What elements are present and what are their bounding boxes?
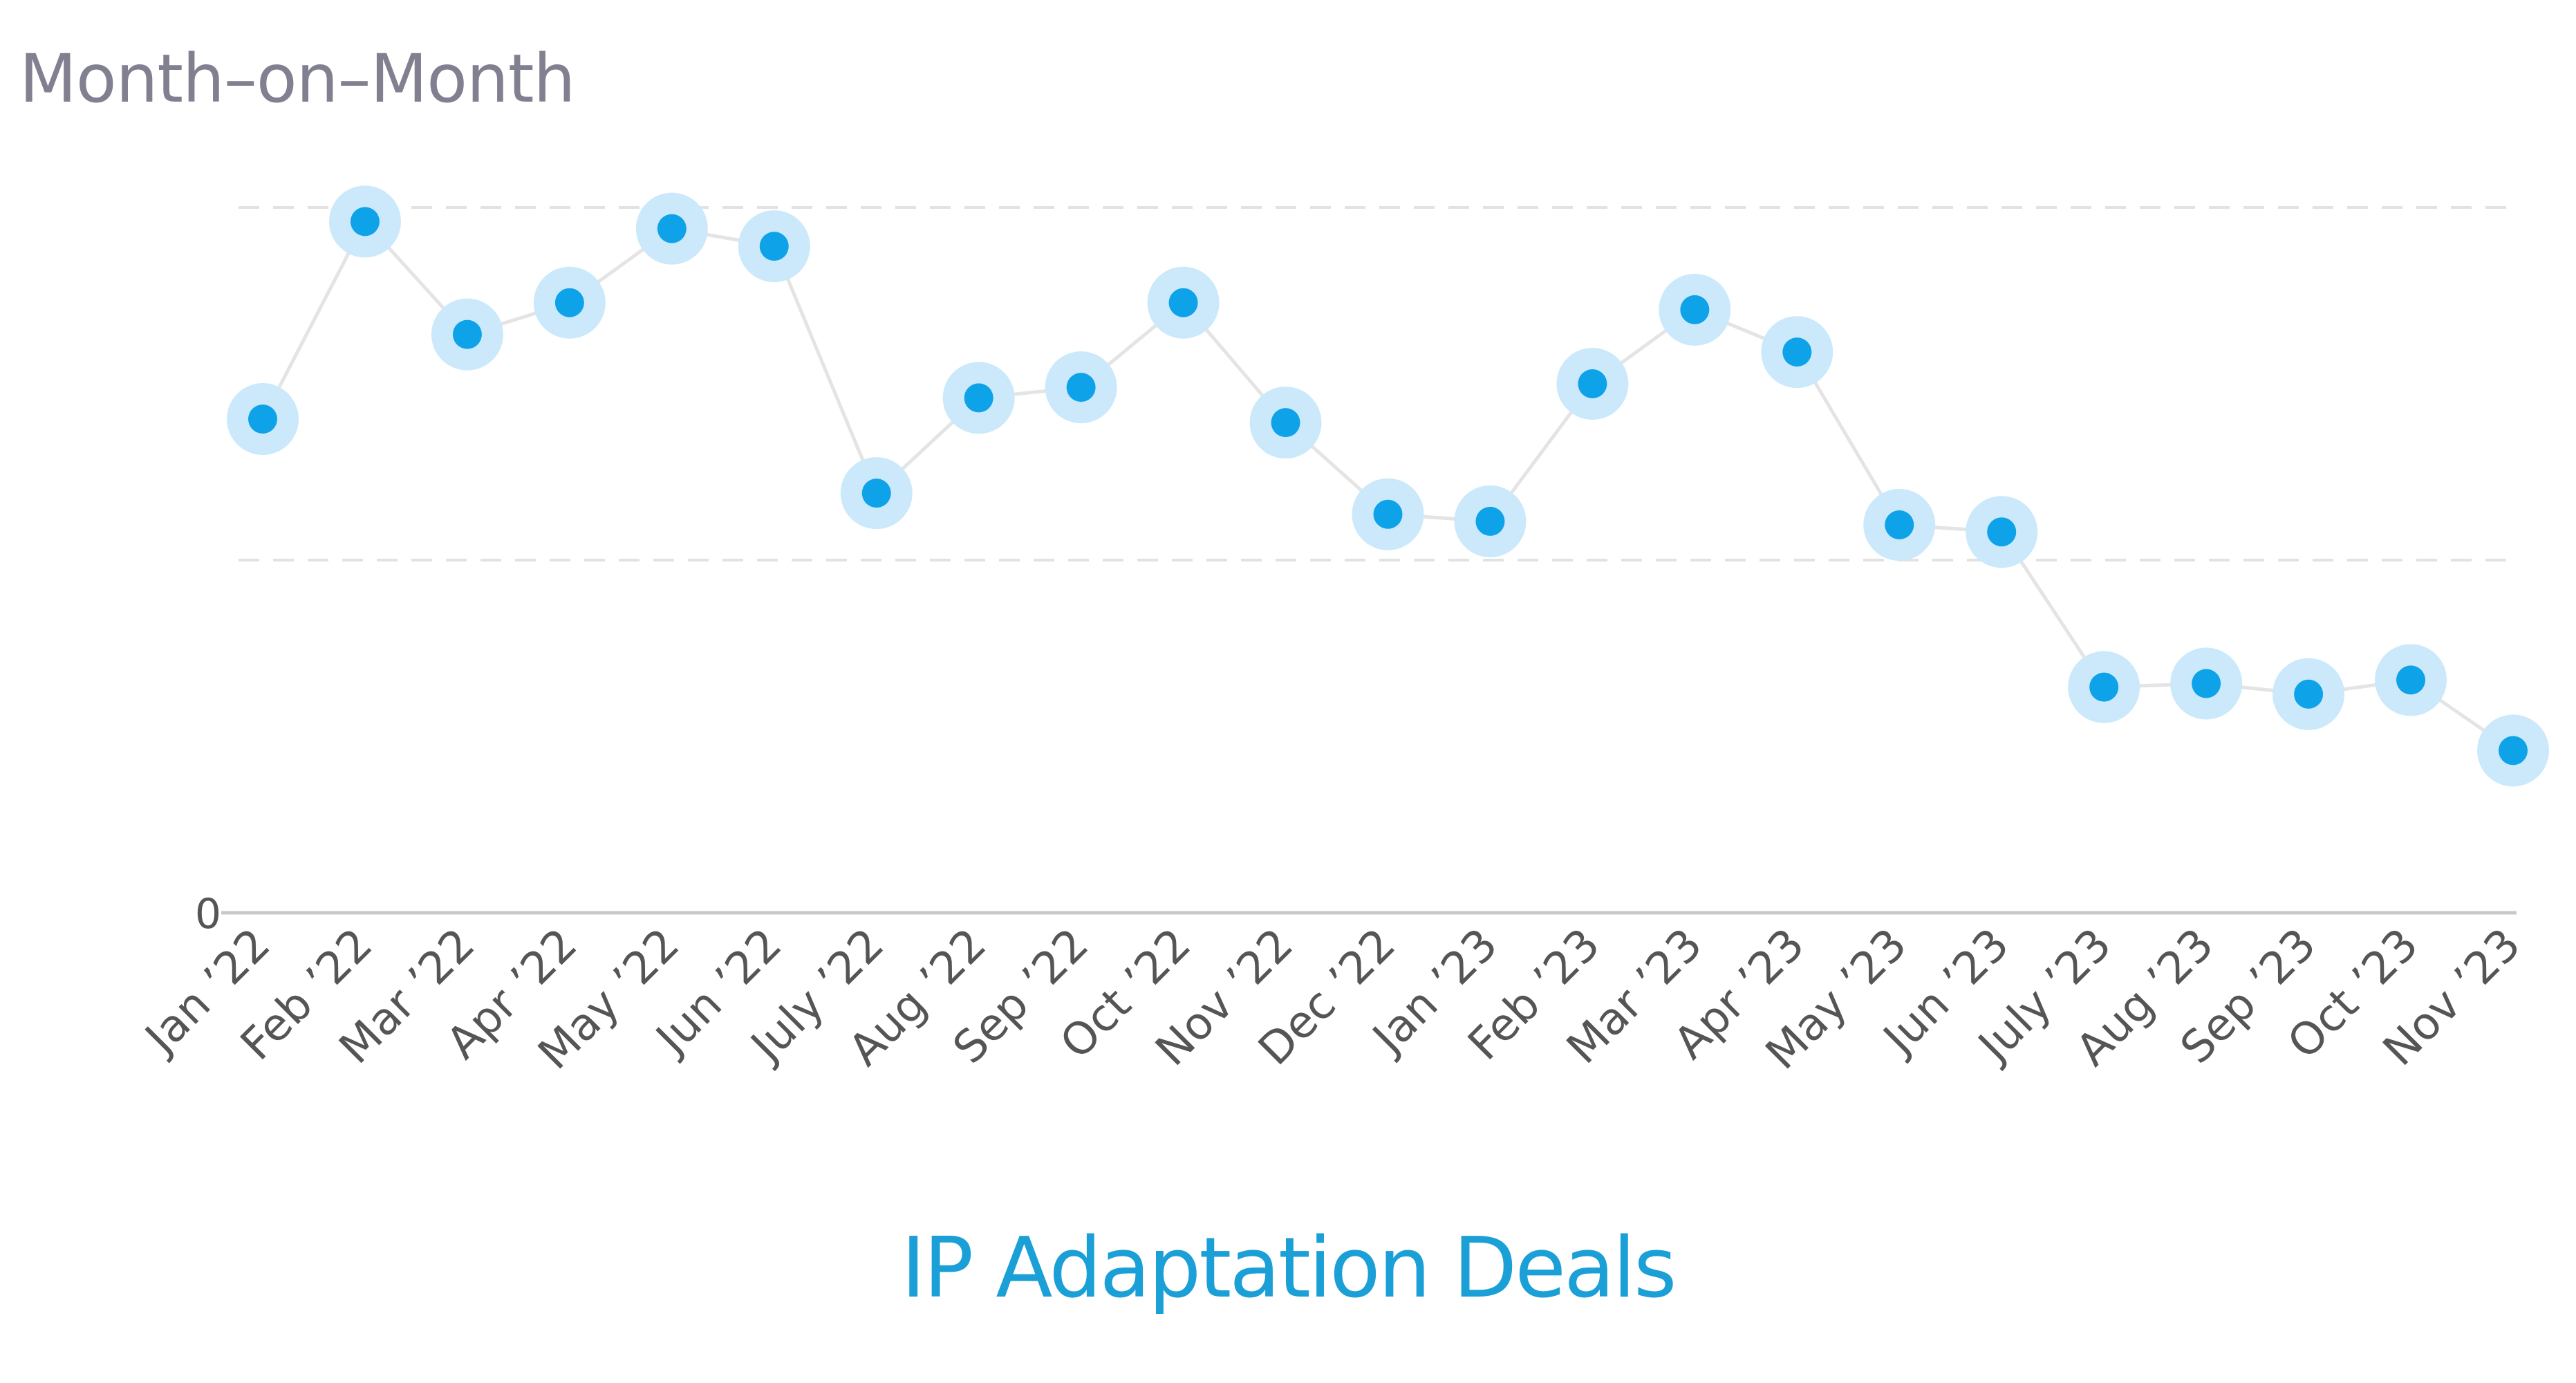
data-point-dot: [1578, 369, 1607, 398]
data-point-22[interactable]: Nov ’23: 23: [2477, 714, 2549, 787]
y-tick-label-0: 0: [195, 890, 221, 938]
data-point-dot: [1475, 506, 1505, 536]
data-point-dot: [1168, 288, 1198, 317]
data-point-dot: [452, 319, 482, 349]
data-point-dot: [554, 288, 584, 317]
data-point-dot: [248, 405, 277, 434]
data-point-12[interactable]: Jan ’23: 55.5: [1454, 485, 1527, 557]
data-point-14[interactable]: Mar ’23: 85.5: [1659, 273, 1731, 346]
data-point-5[interactable]: Jun ’22: 94.5: [738, 210, 810, 283]
data-point-17[interactable]: Jun ’23: 54: [1966, 496, 2038, 568]
data-point-2[interactable]: Mar ’22: 82: [431, 298, 503, 371]
data-point-dot: [2499, 736, 2528, 765]
data-point-dot: [1680, 295, 1710, 324]
data-point-13[interactable]: Feb ’23: 75: [1556, 348, 1629, 420]
data-point-21[interactable]: Oct ’23: 33: [2375, 644, 2447, 716]
data-point-0[interactable]: Jan ’22: 70: [227, 383, 299, 455]
data-point-dot: [1885, 510, 1914, 539]
x-axis: 0: [195, 890, 2517, 938]
data-point-7[interactable]: Aug ’22: 73: [942, 362, 1015, 434]
data-point-16[interactable]: May ’23: 55: [1863, 489, 1936, 561]
data-point-10[interactable]: Nov ’22: 69.5: [1249, 387, 1322, 459]
data-point-11[interactable]: Dec ’22: 56.5: [1352, 478, 1424, 550]
data-point-dot: [861, 479, 891, 508]
chart-subtitle: Month–on–Month: [19, 40, 575, 118]
data-point-dot: [1271, 408, 1300, 438]
data-point-dot: [964, 383, 993, 413]
data-point-9[interactable]: Oct ’22: 86.5: [1147, 266, 1220, 339]
data-point-dot: [2089, 672, 2119, 702]
data-point-6[interactable]: July ’22: 59.5: [840, 457, 913, 530]
data-point-dot: [2294, 679, 2324, 709]
data-point-dot: [2192, 669, 2221, 698]
data-point-1[interactable]: Feb ’22: 98: [328, 185, 401, 258]
data-point-20[interactable]: Sep ’23: 31: [2272, 658, 2345, 730]
data-point-19[interactable]: Aug ’23: 32.5: [2170, 647, 2243, 720]
data-point-8[interactable]: Sep ’22: 74.5: [1045, 351, 1117, 424]
data-point-3[interactable]: Apr ’22: 86.5: [533, 266, 606, 339]
data-point-dot: [1987, 517, 2017, 547]
data-point-dot: [1066, 373, 1096, 402]
data-point-dot: [759, 232, 789, 261]
chart-title: IP Adaptation Deals: [901, 1220, 1677, 1317]
data-point-dot: [2396, 665, 2426, 695]
data-point-dot: [657, 214, 687, 243]
data-point-dot: [350, 207, 380, 236]
data-point-4[interactable]: May ’22: 97: [635, 192, 708, 265]
data-point-18[interactable]: July ’23: 32: [2068, 651, 2140, 723]
data-point-dot: [1782, 337, 1812, 367]
data-points: Jan ’22: 70 Feb ’22: 98 Mar ’22: 82 Apr ’22…: [227, 185, 2549, 787]
data-point-15[interactable]: Apr ’23: 79.5: [1761, 316, 1833, 389]
data-point-dot: [1373, 499, 1403, 529]
